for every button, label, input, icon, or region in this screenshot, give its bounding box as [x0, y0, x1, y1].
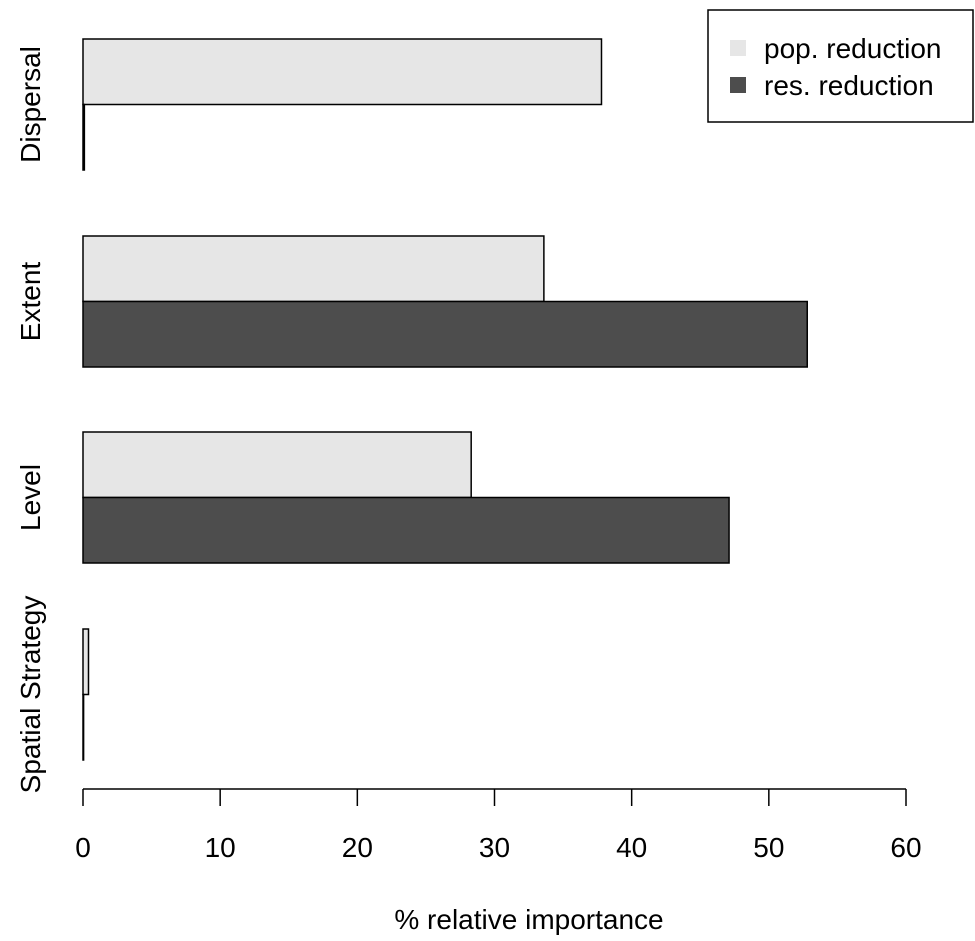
- bar-level-pop: [82, 431, 472, 499]
- bar-level-res: [82, 496, 730, 564]
- x-tick-label: 40: [616, 832, 647, 863]
- legend-box: [707, 9, 974, 123]
- x-tick-label: 10: [205, 832, 236, 863]
- bar-extent-res: [82, 300, 808, 368]
- bars-layer: [82, 38, 808, 761]
- category-label: Spatial Strategy: [15, 596, 46, 794]
- category-label: Extent: [15, 262, 46, 342]
- bar-spatial-strategy-pop: [82, 628, 90, 696]
- x-tick-label: 20: [342, 832, 373, 863]
- bar-extent-pop: [82, 235, 545, 303]
- bar-dispersal-res: [82, 103, 86, 171]
- x-axis-title: % relative importance: [394, 904, 663, 935]
- x-axis: 0 10 20 30 40 50 60: [75, 788, 922, 863]
- legend: pop. reduction res. reduction: [707, 9, 974, 123]
- x-tick-label: 60: [890, 832, 921, 863]
- x-tick-label: 0: [75, 832, 91, 863]
- bar-spatial-strategy-res: [82, 693, 85, 761]
- category-label: Level: [15, 464, 46, 531]
- legend-swatch: [730, 40, 746, 56]
- category-label: Dispersal: [15, 46, 46, 163]
- legend-label: res. reduction: [764, 70, 934, 101]
- x-tick-label: 30: [479, 832, 510, 863]
- legend-label: pop. reduction: [764, 33, 941, 64]
- category-labels: Dispersal Extent Level Spatial Strategy: [15, 46, 46, 793]
- bar-dispersal-pop: [82, 38, 603, 106]
- legend-swatch: [730, 77, 746, 93]
- x-tick-label: 50: [753, 832, 784, 863]
